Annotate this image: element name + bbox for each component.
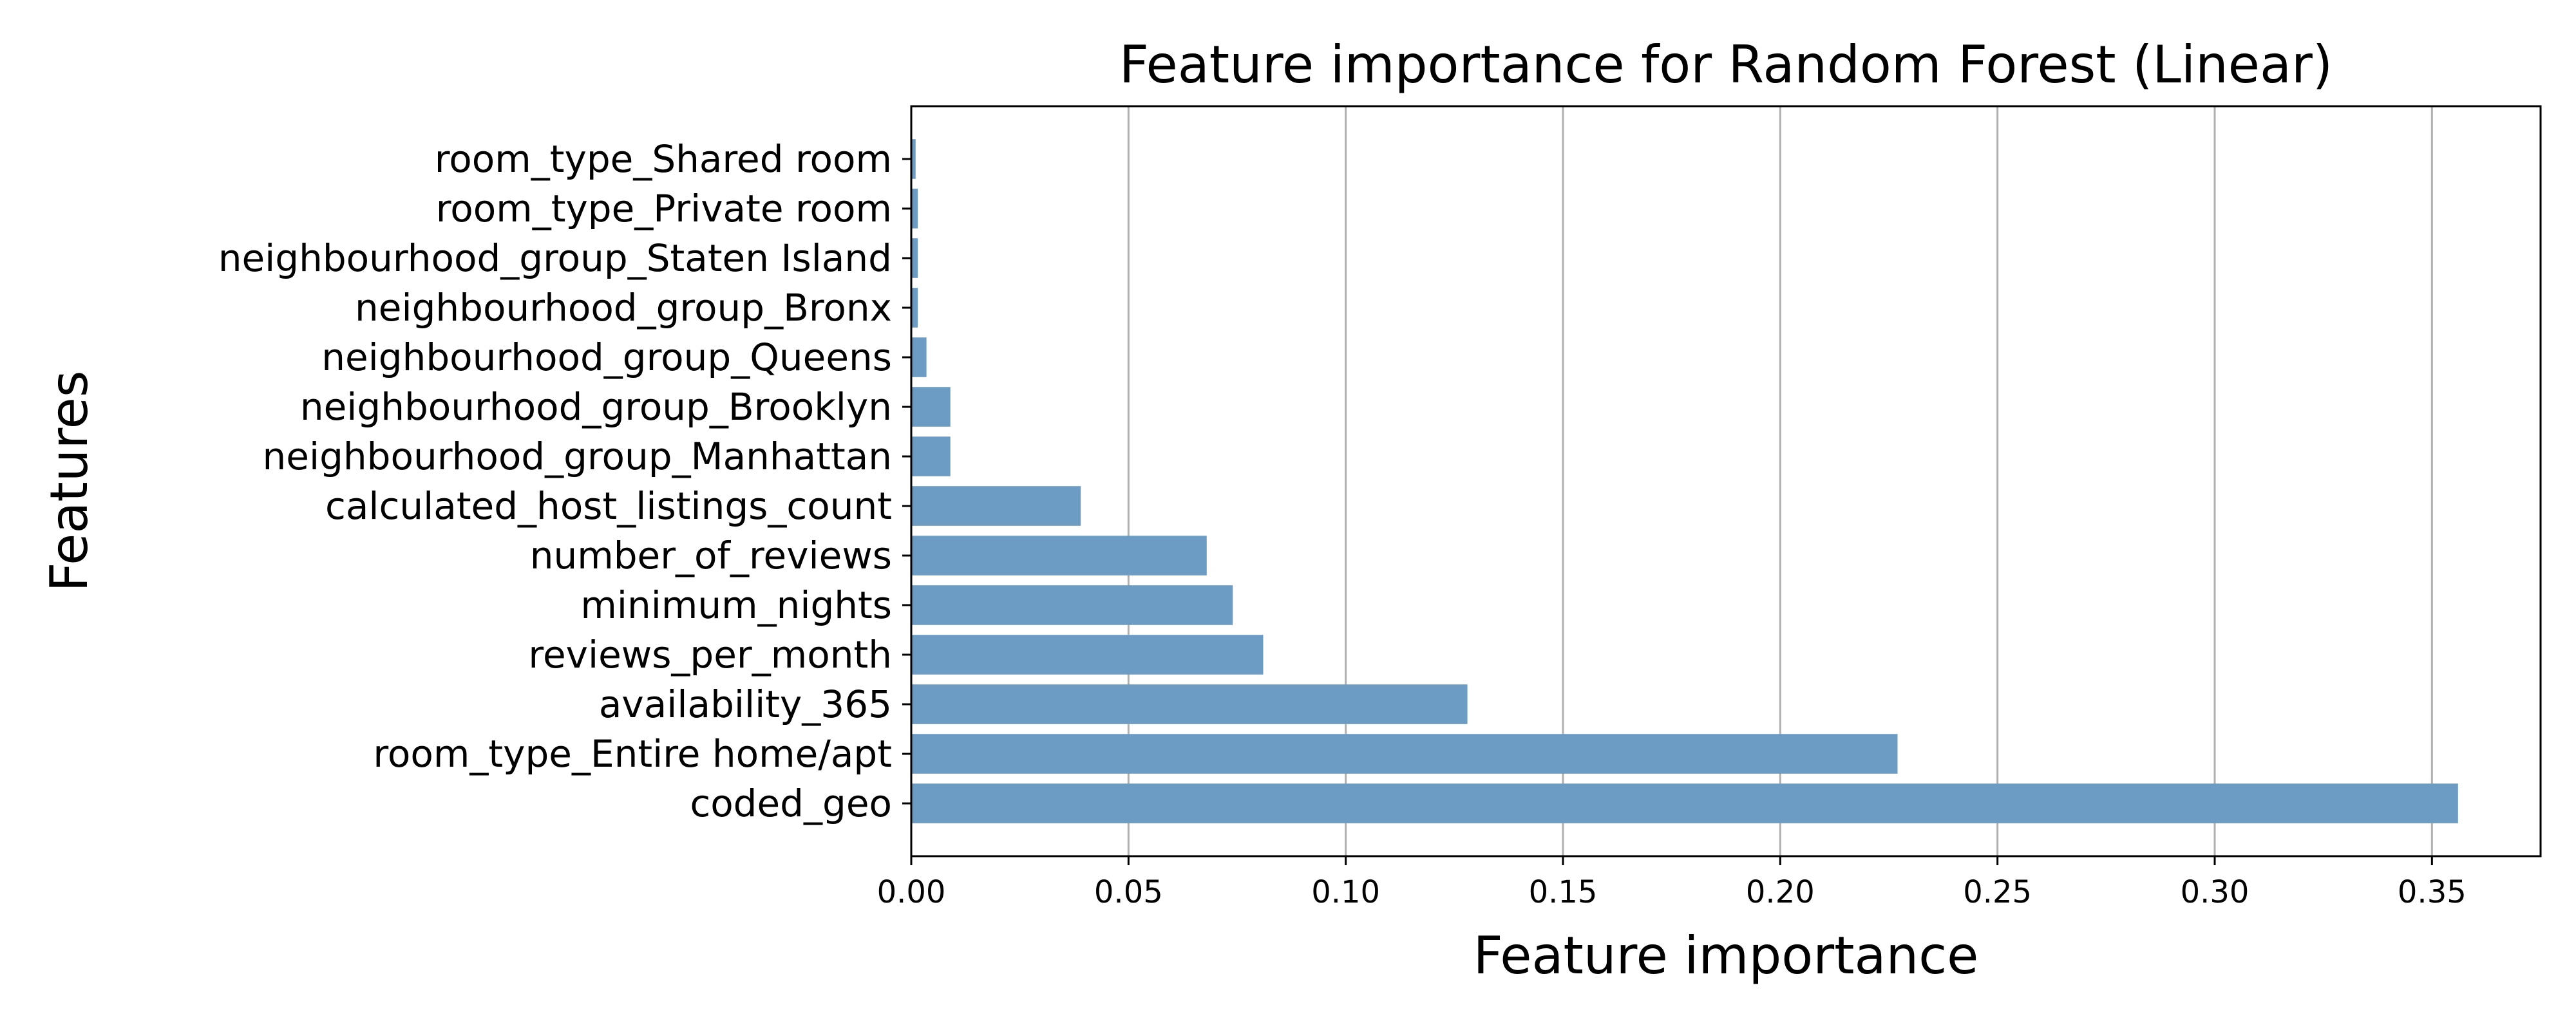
y-tick-label: coded_geo bbox=[690, 782, 892, 825]
bar bbox=[911, 139, 916, 179]
bar bbox=[911, 238, 918, 278]
bar bbox=[911, 288, 918, 328]
y-tick-label: neighbourhood_group_Bronx bbox=[355, 286, 892, 330]
x-ticks: 0.00 0.05 0.10 0.15 0.20 0.25 0.30 0.35 bbox=[877, 856, 2467, 910]
y-axis-label: Features bbox=[39, 371, 99, 592]
bar bbox=[911, 436, 951, 476]
chart-title: Feature importance for Random Forest (Li… bbox=[1119, 35, 2333, 95]
bar bbox=[911, 684, 1468, 724]
y-tick-label: reviews_per_month bbox=[528, 633, 892, 677]
plot-frame bbox=[910, 105, 2542, 857]
bars bbox=[911, 139, 2458, 823]
bar bbox=[911, 189, 918, 229]
x-tick-label: 0.00 bbox=[877, 874, 946, 910]
bar bbox=[911, 536, 1207, 576]
y-tick-label: room_type_Private room bbox=[436, 187, 892, 230]
y-tick-label: neighbourhood_group_Brooklyn bbox=[300, 385, 892, 429]
y-tick-label: availability_365 bbox=[599, 682, 892, 726]
y-tick-label: room_type_Shared room bbox=[435, 137, 892, 181]
x-tick-label: 0.15 bbox=[1529, 874, 1598, 910]
x-tick-label: 0.20 bbox=[1746, 874, 1815, 910]
y-tick-label: room_type_Entire home/apt bbox=[373, 732, 892, 776]
x-tick-label: 0.05 bbox=[1094, 874, 1163, 910]
bar bbox=[911, 783, 2458, 823]
y-tick-label: neighbourhood_group_Staten Island bbox=[218, 236, 892, 280]
y-tick-label: minimum_nights bbox=[580, 583, 892, 627]
bar bbox=[911, 337, 927, 377]
y-tick-label: number_of_reviews bbox=[530, 534, 892, 577]
y-ticks: coded_geo room_type_Entire home/apt availa… bbox=[218, 137, 911, 825]
x-axis-label: Feature importance bbox=[1473, 926, 1979, 986]
x-tick-label: 0.30 bbox=[2181, 874, 2249, 910]
gridlines bbox=[1127, 106, 2433, 856]
bar bbox=[911, 585, 1233, 625]
bar bbox=[911, 734, 1898, 774]
bar bbox=[911, 486, 1081, 526]
x-tick-label: 0.10 bbox=[1311, 874, 1380, 910]
y-tick-label: neighbourhood_group_Queens bbox=[321, 335, 892, 379]
bar bbox=[911, 635, 1264, 675]
bar bbox=[911, 387, 951, 427]
x-tick-label: 0.35 bbox=[2398, 874, 2467, 910]
y-tick-label: calculated_host_listings_count bbox=[325, 484, 892, 528]
y-tick-label: neighbourhood_group_Manhattan bbox=[263, 435, 892, 478]
x-tick-label: 0.25 bbox=[1963, 874, 2032, 910]
